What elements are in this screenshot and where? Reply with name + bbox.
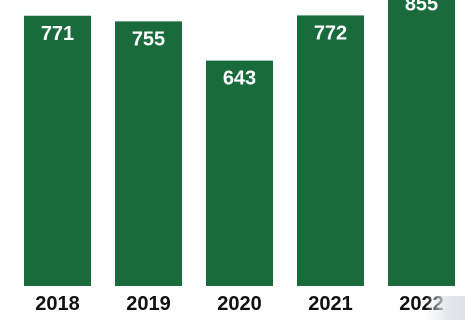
x-tick-label-2018: 2018 — [35, 293, 80, 315]
data-label-2020: 643 — [223, 68, 256, 90]
data-label-2018: 771 — [41, 23, 74, 45]
value-labels-group: 771 755 643 772 855 — [41, 0, 438, 90]
x-tick-label-2021: 2021 — [308, 293, 353, 315]
data-label-2022: 855 — [405, 0, 438, 15]
bar-2020 — [206, 60, 273, 286]
bar-2022 — [388, 0, 455, 286]
x-tick-label-2020: 2020 — [217, 293, 262, 315]
bars-group — [24, 0, 455, 287]
bar-2021 — [297, 15, 364, 286]
data-label-2019: 755 — [132, 28, 165, 50]
x-tick-labels-group: 2018 2019 2020 2021 2022 — [35, 293, 444, 315]
data-label-2021: 772 — [314, 22, 347, 44]
corner-background-strip — [425, 296, 465, 320]
bar-2018 — [24, 15, 91, 287]
bar-2019 — [115, 21, 182, 287]
x-tick-label-2019: 2019 — [126, 293, 171, 315]
